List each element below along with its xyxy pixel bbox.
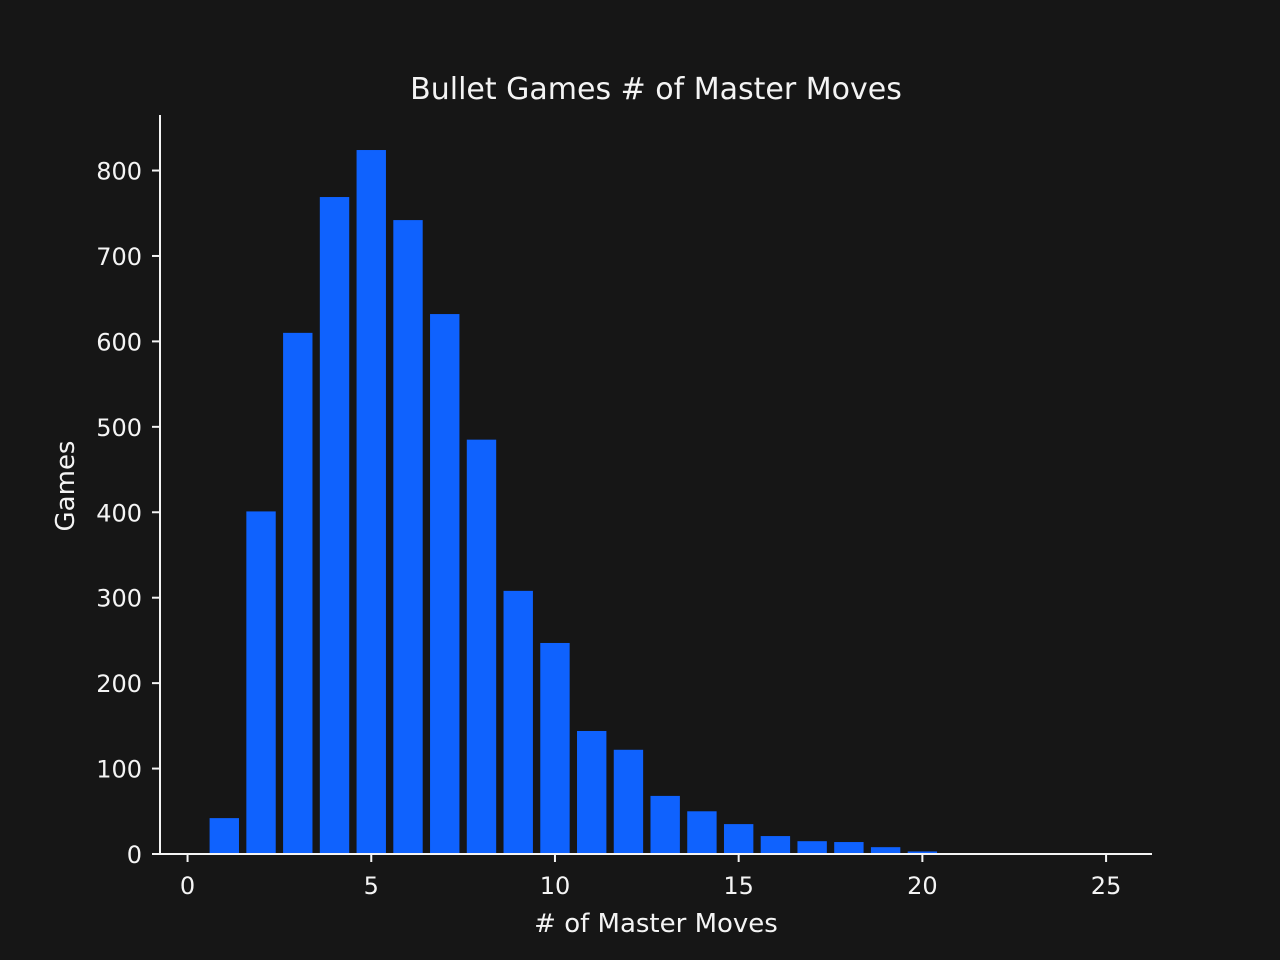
y-tick-label-300: 300: [96, 585, 142, 613]
bar-16: [760, 836, 791, 854]
bar-6: [393, 220, 423, 854]
x-tick-label-10: 10: [540, 872, 571, 900]
x-tick-label-5: 5: [364, 872, 379, 900]
x-axis-label: # of Master Moves: [534, 909, 778, 939]
bar-15: [723, 824, 754, 854]
bar-3: [283, 332, 313, 855]
bar-7: [430, 314, 460, 854]
x-tick-label-15: 15: [723, 872, 754, 900]
y-ticks-group: 0 100 200 300 400 500 600 700 800: [96, 158, 160, 869]
bar-17: [797, 841, 827, 854]
x-tick-label-20: 20: [907, 872, 938, 900]
bar-9: [503, 590, 533, 854]
bar-10: [540, 642, 570, 854]
y-tick-label-100: 100: [96, 756, 142, 784]
bar-8: [466, 439, 497, 854]
y-tick-label-600: 600: [96, 328, 142, 356]
bar-12: [613, 749, 644, 854]
bars-group: [209, 150, 938, 855]
y-tick-label-700: 700: [96, 243, 142, 271]
bar-4: [319, 197, 350, 855]
y-tick-label-800: 800: [96, 158, 142, 186]
y-tick-label-400: 400: [96, 499, 142, 527]
x-ticks-group: 0 5 10 15 20 25: [180, 854, 1121, 900]
bar-2: [246, 511, 276, 854]
x-tick-label-25: 25: [1091, 872, 1122, 900]
y-tick-label-500: 500: [96, 414, 142, 442]
bar-14: [687, 811, 717, 854]
bar-18: [834, 842, 864, 854]
axes-group: [159, 115, 1152, 855]
bar-13: [650, 795, 680, 854]
bar-11: [577, 730, 607, 854]
y-axis-label: Games: [51, 441, 81, 532]
x-tick-label-0: 0: [180, 872, 195, 900]
y-tick-label-200: 200: [96, 670, 142, 698]
bar-5: [356, 150, 386, 855]
y-tick-label-0: 0: [127, 841, 142, 869]
bar-1: [209, 818, 239, 854]
bar-19: [870, 847, 901, 854]
bar-20: [907, 851, 938, 854]
chart-title: Bullet Games # of Master Moves: [410, 72, 902, 107]
